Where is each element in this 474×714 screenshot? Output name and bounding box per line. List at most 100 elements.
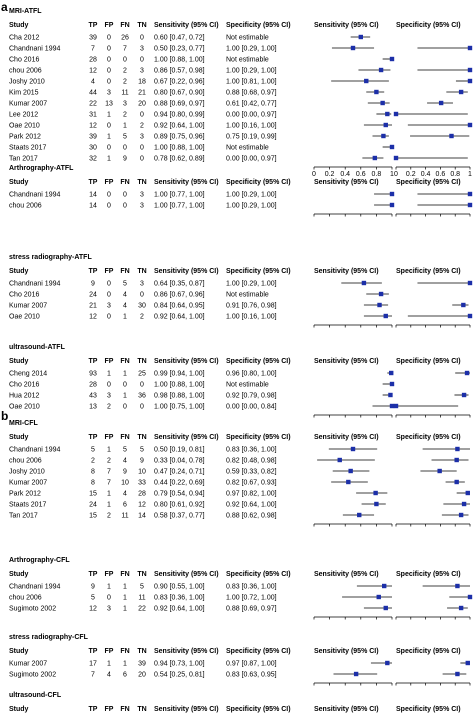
cell-fp: 2: [107, 404, 111, 411]
cell-specificity: 1.00 [0.29, 1.00]: [226, 203, 277, 210]
cell-specificity: Not estimable: [226, 382, 269, 389]
cell-tn: 0: [140, 292, 144, 299]
cell-specificity: 0.82 [0.67, 0.93]: [226, 480, 277, 487]
cell-tn: 12: [138, 502, 146, 509]
cell-specificity: Not estimable: [226, 57, 269, 64]
cell-tn: 21: [138, 90, 146, 97]
cell-fp: 0: [107, 292, 111, 299]
specificity-point: [464, 370, 470, 376]
sensitivity-point: [389, 403, 395, 409]
header-sensitivity: Sensitivity (95% CI): [154, 434, 219, 441]
cell-tp: 9: [91, 281, 95, 288]
cell-tn: 20: [138, 672, 146, 679]
header-study: Study: [9, 571, 29, 578]
cell-fn: 2: [123, 79, 127, 86]
cell-sensitivity: 0.99 [0.94, 1.00]: [154, 371, 205, 378]
study-name: Cha 2012: [9, 35, 39, 42]
specificity-point: [467, 67, 473, 73]
sensitivity-point: [383, 122, 388, 128]
cell-specificity: 0.83 [0.63, 0.95]: [226, 672, 277, 679]
specificity-point: [467, 78, 473, 84]
sensitivity-point: [388, 392, 393, 398]
header-specificity: Specificity (95% CI): [226, 179, 291, 186]
cell-fp: 1: [107, 447, 111, 454]
cell-specificity: 0.88 [0.68, 0.97]: [226, 90, 277, 97]
cell-tn: 0: [140, 57, 144, 64]
cell-specificity: 1.00 [0.81, 1.00]: [226, 79, 277, 86]
specificity-point: [393, 155, 399, 161]
cell-sensitivity: 0.80 [0.67, 0.90]: [154, 90, 205, 97]
sensitivity-point: [378, 67, 384, 73]
cell-tn: 3: [140, 134, 144, 141]
header-fp: FP: [105, 648, 114, 655]
header-sensitivity: Sensitivity (95% CI): [154, 706, 219, 713]
cell-fn: 11: [121, 90, 128, 97]
cell-sensitivity: 0.79 [0.54, 0.94]: [154, 491, 205, 498]
header-tn: TN: [137, 648, 146, 655]
cell-sensitivity: 0.58 [0.37, 0.77]: [154, 513, 205, 520]
header-sensitivity: Sensitivity (95% CI): [154, 648, 219, 655]
cell-specificity: 0.88 [0.69, 0.97]: [226, 606, 277, 613]
header-tp: TP: [89, 571, 98, 578]
sensitivity-point: [364, 78, 369, 84]
sensitivity-point: [382, 583, 387, 589]
cell-fn: 1: [123, 371, 127, 378]
cell-tn: 20: [138, 101, 146, 108]
specificity-tick-label: 0.4: [421, 171, 431, 178]
cell-fn: 4: [123, 303, 127, 310]
specificity-tick-label: 0.2: [406, 171, 416, 178]
header-fp: FP: [105, 22, 114, 29]
cell-fn: 0: [123, 57, 127, 64]
study-name: Park 2012: [9, 491, 41, 498]
study-name: chou 2006: [9, 68, 42, 75]
header-sensitivity: Sensitivity (95% CI): [154, 268, 219, 275]
panel-letter: b: [1, 409, 8, 423]
study-name: Kumar 2007: [9, 480, 47, 487]
header-tp: TP: [89, 648, 98, 655]
sensitivity-point: [385, 660, 390, 666]
cell-fp: 4: [107, 672, 111, 679]
sensitivity-point: [389, 370, 394, 376]
specificity-point: [438, 100, 444, 106]
cell-tp: 24: [89, 292, 97, 299]
cell-specificity: 0.83 [0.36, 1.00]: [226, 584, 277, 591]
study-name: Cho 2016: [9, 292, 39, 299]
cell-fn: 0: [123, 382, 127, 389]
sensitivity-point: [373, 490, 378, 496]
sensitivity-tick-label: 0.8: [372, 171, 382, 178]
cell-tn: 30: [138, 303, 146, 310]
cell-tp: 17: [89, 661, 97, 668]
header-specificity: Specificity (95% CI): [226, 706, 291, 713]
header-fp: FP: [105, 268, 114, 275]
header-tp: TP: [89, 706, 98, 713]
cell-sensitivity: 0.92 [0.64, 1.00]: [154, 314, 205, 321]
cell-tn: 3: [140, 68, 144, 75]
specificity-point: [467, 45, 473, 51]
sensitivity-point: [383, 605, 388, 611]
header-tp: TP: [89, 268, 98, 275]
specificity-tick-label: 0.6: [436, 171, 446, 178]
plot-header-specificity: Specificity (95% CI): [396, 571, 461, 578]
cell-fn: 4: [123, 458, 127, 465]
cell-sensitivity: 0.92 [0.64, 1.00]: [154, 606, 205, 613]
cell-tp: 2: [91, 458, 95, 465]
cell-fp: 3: [107, 393, 111, 400]
plot-header-specificity: Specificity (95% CI): [396, 434, 461, 441]
specificity-point: [458, 89, 464, 95]
sensitivity-point: [372, 155, 378, 161]
cell-sensitivity: 0.92 [0.64, 1.00]: [154, 123, 205, 130]
cell-fp: 0: [107, 145, 111, 152]
cell-sensitivity: 1.00 [0.77, 1.00]: [154, 203, 205, 210]
cell-fp: 0: [107, 79, 111, 86]
cell-tn: 36: [138, 393, 146, 400]
cell-tn: 39: [138, 661, 146, 668]
group-title: Arthrography-CFL: [9, 557, 70, 564]
cell-fn: 0: [123, 203, 127, 210]
study-name: Kumar 2007: [9, 303, 47, 310]
cell-tp: 39: [89, 134, 97, 141]
group-title: stress radiography-ATFL: [9, 254, 92, 261]
cell-fp: 0: [107, 57, 111, 64]
cell-sensitivity: 0.89 [0.75, 0.96]: [154, 134, 205, 141]
study-name: Joshy 2010: [9, 469, 45, 476]
specificity-point: [454, 479, 459, 485]
